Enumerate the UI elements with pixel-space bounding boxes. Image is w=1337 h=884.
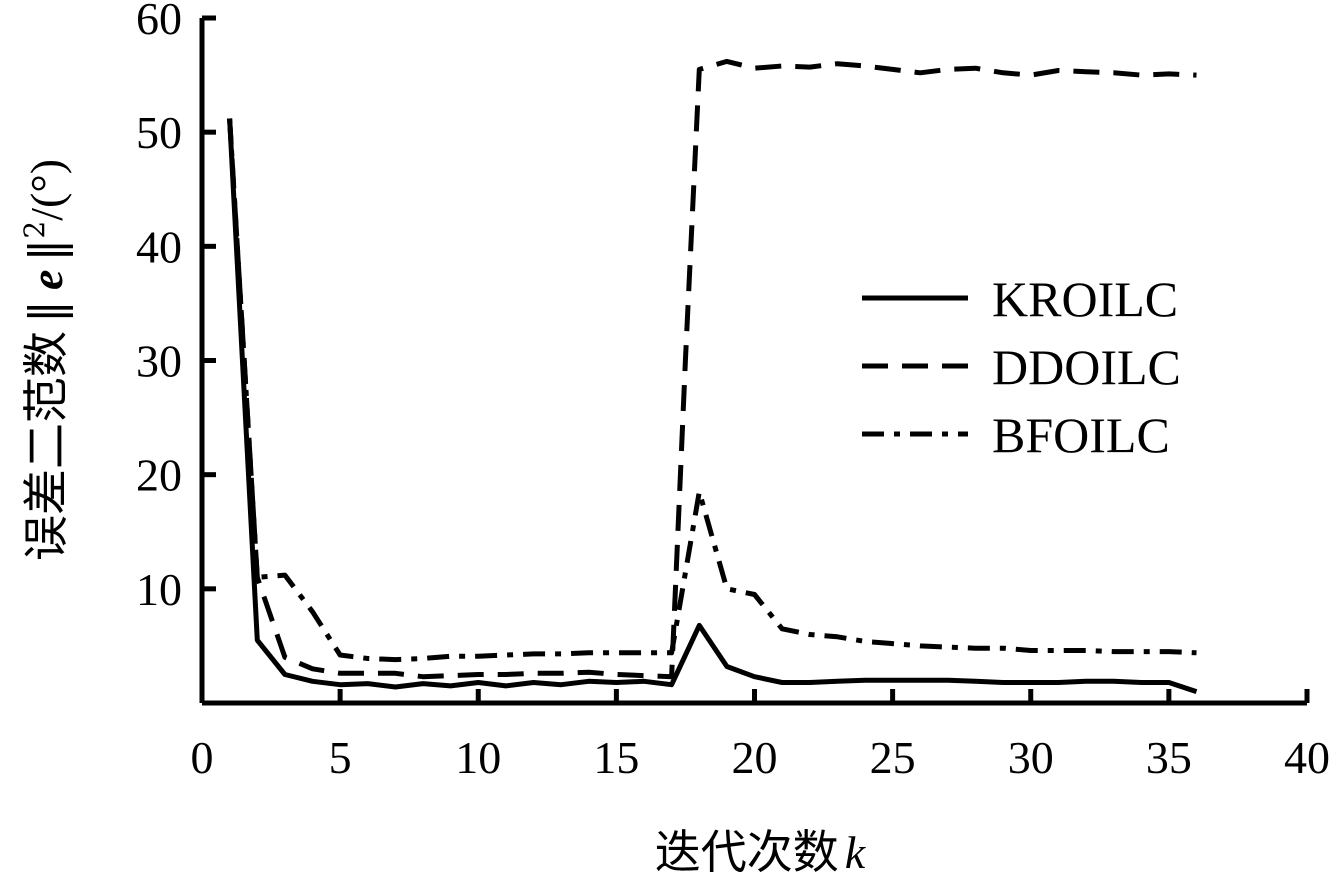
legend: KROILC DDOILC BFOILC: [862, 271, 1181, 463]
y-axis-title: 误差二范数‖e‖2/(°): [18, 159, 73, 561]
y-tick-label: 20: [136, 450, 182, 501]
y-axis-title-unit: /(°): [21, 159, 72, 221]
y-axis-title-variable: e: [21, 270, 72, 290]
y-tick-label: 10: [136, 564, 182, 615]
y-tick-label: 60: [136, 0, 182, 44]
x-axis-title-variable: k: [845, 827, 867, 878]
x-tick-label: 25: [870, 732, 916, 783]
y-ticks: 10 20 30 40 50 60: [136, 0, 216, 706]
x-tick-label: 40: [1284, 732, 1330, 783]
series-line-ddoilc: [227, 58, 1197, 680]
legend-label-kroilc: KROILC: [992, 271, 1178, 327]
y-axis-title-superscript: 2: [18, 221, 51, 239]
x-tick-label: 0: [191, 732, 214, 783]
x-tick-label: 10: [455, 732, 501, 783]
series-line-bfoilc: [227, 118, 1197, 663]
series-layer: [227, 58, 1198, 694]
y-axis-norm-close: ‖: [19, 239, 73, 262]
series-line-kroilc: [227, 118, 1198, 694]
legend-label-ddoilc: DDOILC: [992, 339, 1181, 395]
x-axis-title-text: 迭代次数: [655, 825, 839, 879]
y-axis-title-text: 误差二范数: [19, 331, 73, 561]
x-tick-label: 30: [1008, 732, 1054, 783]
x-axis-title: 迭代次数 k: [655, 825, 867, 879]
x-tick-label: 35: [1146, 732, 1192, 783]
y-tick-label: 40: [136, 221, 182, 272]
y-axis-norm-open: ‖: [19, 300, 73, 323]
x-tick-label: 15: [593, 732, 639, 783]
y-tick-label: 50: [136, 107, 182, 158]
legend-label-bfoilc: BFOILC: [992, 407, 1170, 463]
y-tick-label: 30: [136, 336, 182, 387]
x-ticks: 0 5 10 15 20 25 30 35 40: [191, 689, 1330, 783]
x-tick-label: 20: [732, 732, 778, 783]
x-tick-label: 5: [329, 732, 352, 783]
